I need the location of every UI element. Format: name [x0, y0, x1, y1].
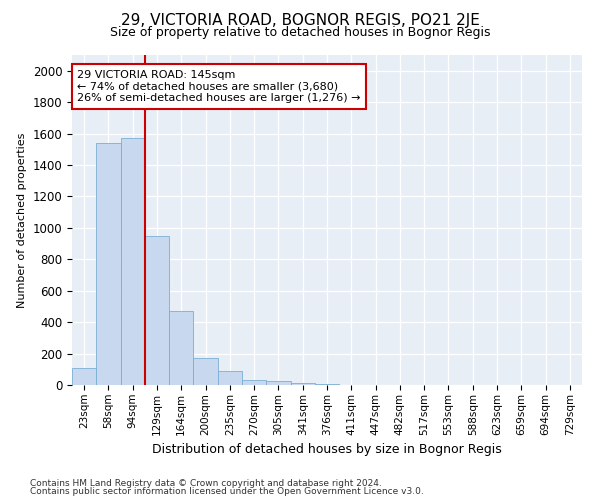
X-axis label: Distribution of detached houses by size in Bognor Regis: Distribution of detached houses by size …	[152, 443, 502, 456]
Bar	[193, 358, 218, 385]
Bar	[96, 143, 121, 385]
Text: Size of property relative to detached houses in Bognor Regis: Size of property relative to detached ho…	[110, 26, 490, 39]
Bar	[266, 381, 290, 385]
Bar	[121, 138, 145, 385]
Y-axis label: Number of detached properties: Number of detached properties	[17, 132, 27, 308]
Bar	[242, 380, 266, 385]
Bar	[169, 311, 193, 385]
Bar	[145, 236, 169, 385]
Text: Contains HM Land Registry data © Crown copyright and database right 2024.: Contains HM Land Registry data © Crown c…	[30, 478, 382, 488]
Text: 29 VICTORIA ROAD: 145sqm
← 74% of detached houses are smaller (3,680)
26% of sem: 29 VICTORIA ROAD: 145sqm ← 74% of detach…	[77, 70, 361, 103]
Bar	[315, 384, 339, 385]
Bar	[72, 368, 96, 385]
Text: 29, VICTORIA ROAD, BOGNOR REGIS, PO21 2JE: 29, VICTORIA ROAD, BOGNOR REGIS, PO21 2J…	[121, 12, 479, 28]
Text: Contains public sector information licensed under the Open Government Licence v3: Contains public sector information licen…	[30, 487, 424, 496]
Bar	[218, 371, 242, 385]
Bar	[290, 382, 315, 385]
